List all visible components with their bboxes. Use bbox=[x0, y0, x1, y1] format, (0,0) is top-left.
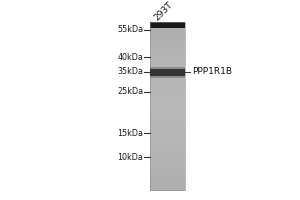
Bar bbox=[150, 64, 185, 67]
Text: 35kDa: 35kDa bbox=[117, 68, 143, 76]
Bar bbox=[150, 127, 185, 130]
Bar bbox=[150, 68, 185, 75]
Bar bbox=[150, 98, 185, 100]
Bar bbox=[150, 104, 185, 106]
Bar bbox=[150, 62, 185, 64]
Bar bbox=[150, 135, 185, 138]
Text: 55kDa: 55kDa bbox=[117, 25, 143, 34]
Bar bbox=[150, 121, 185, 123]
Bar bbox=[150, 24, 185, 27]
Bar bbox=[150, 158, 185, 161]
Bar bbox=[150, 37, 185, 39]
Bar bbox=[150, 165, 185, 167]
Bar bbox=[150, 87, 185, 90]
Text: 10kDa: 10kDa bbox=[117, 152, 143, 162]
Bar bbox=[150, 169, 185, 172]
Bar bbox=[150, 144, 185, 146]
Bar bbox=[150, 142, 185, 144]
Bar bbox=[150, 60, 185, 62]
Bar bbox=[150, 180, 185, 182]
Bar bbox=[150, 184, 185, 186]
Bar bbox=[150, 72, 185, 75]
Bar bbox=[150, 133, 185, 136]
Bar bbox=[150, 146, 185, 148]
Bar bbox=[150, 152, 185, 155]
Bar bbox=[150, 114, 185, 117]
Bar bbox=[150, 175, 185, 178]
Bar bbox=[150, 96, 185, 98]
Bar bbox=[150, 119, 185, 121]
Bar bbox=[150, 173, 185, 176]
Bar bbox=[150, 156, 185, 159]
Bar bbox=[150, 81, 185, 83]
Text: 25kDa: 25kDa bbox=[117, 88, 143, 97]
Bar bbox=[150, 45, 185, 48]
Bar bbox=[150, 91, 185, 94]
Bar bbox=[150, 79, 185, 81]
Bar bbox=[150, 51, 185, 54]
Bar bbox=[150, 116, 185, 119]
Bar bbox=[150, 112, 185, 115]
Bar bbox=[150, 39, 185, 41]
Bar bbox=[150, 129, 185, 132]
Bar bbox=[150, 177, 185, 180]
Bar bbox=[150, 148, 185, 151]
Bar bbox=[150, 125, 185, 128]
Bar bbox=[150, 35, 185, 37]
Bar bbox=[150, 123, 185, 125]
Bar bbox=[150, 89, 185, 92]
Bar bbox=[150, 161, 185, 163]
Bar bbox=[150, 56, 185, 58]
Bar bbox=[150, 58, 185, 60]
Bar bbox=[150, 85, 185, 88]
Bar bbox=[150, 171, 185, 174]
Bar bbox=[150, 140, 185, 142]
Bar bbox=[150, 70, 185, 73]
Bar bbox=[150, 53, 185, 56]
Bar bbox=[150, 167, 185, 170]
Bar bbox=[150, 106, 185, 109]
Bar bbox=[150, 43, 185, 46]
Bar bbox=[150, 30, 185, 33]
Text: 293T: 293T bbox=[153, 0, 175, 22]
Bar bbox=[150, 83, 185, 86]
Bar bbox=[150, 163, 185, 165]
Bar bbox=[150, 68, 185, 71]
Bar bbox=[150, 188, 185, 190]
Bar bbox=[150, 22, 185, 25]
Bar bbox=[150, 93, 185, 96]
Bar bbox=[150, 26, 185, 29]
Text: 15kDa: 15kDa bbox=[117, 129, 143, 138]
Bar bbox=[150, 102, 185, 104]
Bar bbox=[150, 66, 185, 77]
Bar bbox=[150, 32, 185, 35]
Bar bbox=[150, 22, 185, 28]
Bar bbox=[150, 110, 185, 113]
Bar bbox=[150, 138, 185, 140]
Bar bbox=[150, 77, 185, 79]
Bar bbox=[150, 66, 185, 69]
Bar bbox=[150, 74, 185, 77]
Bar bbox=[150, 41, 185, 44]
Bar bbox=[150, 131, 185, 134]
Bar bbox=[150, 182, 185, 184]
Bar bbox=[150, 150, 185, 153]
Bar bbox=[150, 47, 185, 50]
Bar bbox=[150, 49, 185, 52]
Bar bbox=[150, 186, 185, 188]
Bar bbox=[150, 28, 185, 31]
Bar bbox=[150, 108, 185, 111]
Text: PPP1R1B: PPP1R1B bbox=[192, 68, 232, 76]
Bar bbox=[150, 100, 185, 102]
Text: 40kDa: 40kDa bbox=[117, 52, 143, 62]
Bar bbox=[150, 154, 185, 157]
Bar bbox=[150, 22, 185, 190]
